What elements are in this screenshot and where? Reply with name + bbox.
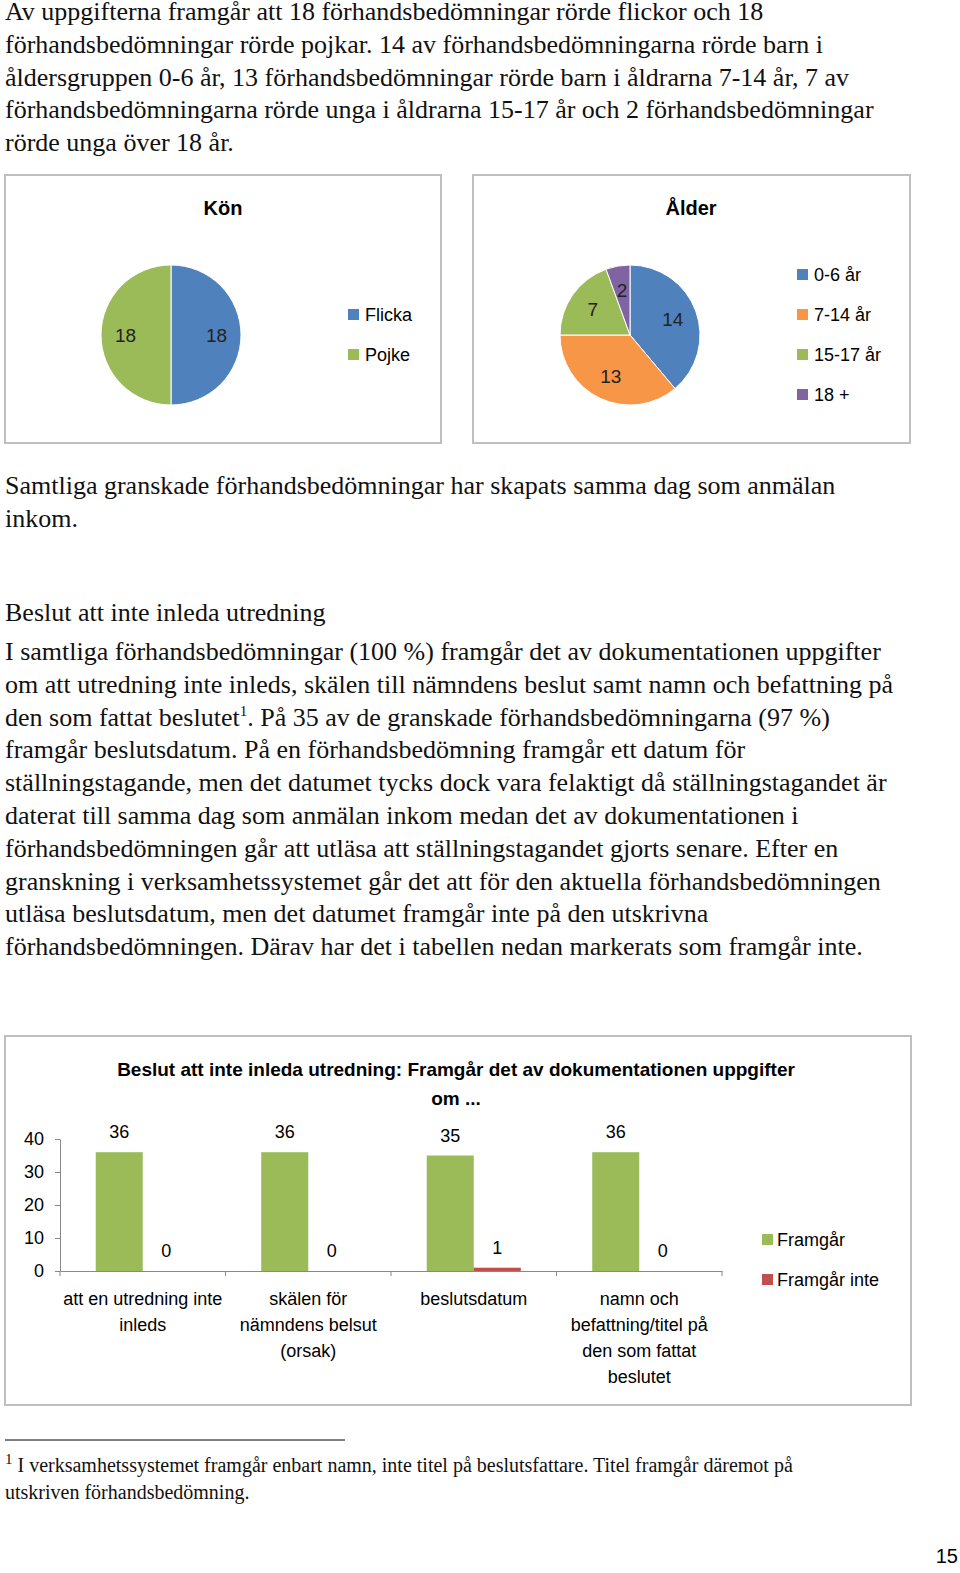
data-label: 18	[206, 325, 227, 346]
y-axis: 0 10 20 30 40	[24, 1129, 61, 1281]
legend-swatch	[797, 309, 808, 320]
legend-label: 7-14 år	[814, 305, 871, 325]
data-label: 18	[115, 325, 136, 346]
chart-frame	[5, 1036, 911, 1405]
pie-chart: Ålder 14 13 72 0-6 år 7-14 år 15-17 år 18 +	[560, 196, 881, 405]
legend-label: 15-17 år	[814, 345, 881, 365]
bar	[592, 1152, 639, 1271]
axis-line	[60, 1140, 61, 1272]
legend-swatch	[797, 269, 808, 280]
tick-label: 30	[24, 1162, 44, 1182]
legend-label: Framgår inte	[777, 1270, 879, 1290]
category-separator	[391, 1271, 392, 1276]
bar	[96, 1152, 143, 1271]
legend-label: Framgår	[777, 1230, 845, 1250]
bar	[639, 1271, 686, 1272]
tick-mark	[55, 1205, 60, 1206]
legend-swatch	[797, 349, 808, 360]
tick-label: 40	[24, 1129, 44, 1149]
tick: beslutsdatum	[420, 1271, 527, 1309]
footnote-mark: 1	[5, 1451, 13, 1467]
legend-swatch	[348, 349, 359, 360]
data-label: 36	[606, 1122, 626, 1142]
data-label: 0	[161, 1241, 171, 1261]
x-axis: att en utredning inteinleds skälen förnäm…	[61, 1271, 723, 1387]
legend-label: 0-6 år	[814, 265, 861, 285]
footnote-rule	[5, 1440, 345, 1441]
tick-label: 20	[24, 1195, 44, 1215]
category-separator	[556, 1271, 557, 1276]
data-label: 0	[327, 1241, 337, 1261]
bars	[96, 1152, 640, 1271]
tick: skälen förnämndens belsut(orsak)	[240, 1271, 377, 1361]
tick: 40	[24, 1129, 60, 1149]
legend-label: 18 +	[814, 385, 850, 405]
legend-swatch	[762, 1274, 773, 1285]
pie-chart: Kön 18 18 Flicka Pojke	[101, 197, 413, 405]
pie-slice	[171, 265, 241, 405]
data-label: 14	[662, 309, 684, 330]
legend-swatch	[348, 309, 359, 320]
tick-label: beslutsdatum	[420, 1289, 527, 1309]
tick-label: att en utredning inteinleds	[63, 1289, 222, 1335]
tick: 20	[24, 1195, 60, 1215]
tick-label: 0	[34, 1261, 44, 1281]
tick: att en utredning inteinleds	[63, 1271, 222, 1335]
data-label: 2	[617, 280, 628, 301]
bar-chart: Beslut att inte inleda utredning: Framgå…	[24, 1059, 879, 1387]
decision-paragraph: I samtliga förhandsbedömningar (100 %) f…	[5, 636, 910, 964]
tick-label: 10	[24, 1228, 44, 1248]
pie-slice	[606, 265, 630, 335]
tick-mark	[55, 1139, 60, 1140]
legend-label: Flicka	[365, 305, 413, 325]
category-separator	[60, 1271, 61, 1276]
chart-title: Kön	[204, 197, 243, 219]
bar	[308, 1271, 355, 1272]
category-separator	[225, 1271, 226, 1276]
data-label: 36	[109, 1122, 129, 1142]
chart-frame	[473, 175, 910, 443]
legend-swatch	[762, 1234, 773, 1245]
category-separator	[722, 1271, 723, 1276]
legend-label: Pojke	[365, 345, 410, 365]
footnote: 1 I verksamhetssystemet framgår enbart n…	[5, 1452, 845, 1506]
tick-label: skälen förnämndens belsut(orsak)	[240, 1289, 377, 1361]
tick: 0	[34, 1261, 60, 1281]
intro-paragraph: Av uppgifterna framgår att 18 förhandsbe…	[5, 0, 910, 160]
data-label: 7	[587, 299, 598, 320]
bar	[143, 1271, 190, 1272]
chart-title: Beslut att inte inleda utredning: Framgå…	[117, 1059, 795, 1109]
tick-label: namn ochbefattning/titel påden som fatta…	[571, 1289, 709, 1387]
section-heading: Beslut att inte inleda utredning	[5, 597, 910, 630]
data-label: 36	[275, 1122, 295, 1142]
data-label: 0	[658, 1241, 668, 1261]
chart-title: Ålder	[665, 196, 716, 219]
bar	[474, 1268, 521, 1271]
paragraph-text: . På 35 av de granskade förhandsbedömnin…	[5, 703, 887, 962]
chart-frame	[5, 175, 441, 443]
data-label: 13	[600, 366, 621, 387]
pie-slice	[101, 265, 171, 405]
page-graphics: Kön 18 18 Flicka Pojke Ålder 14 13 72 0-6 år 7-14 …	[0, 0, 960, 1573]
legend-swatch	[797, 389, 808, 400]
tick: namn ochbefattning/titel påden som fatta…	[571, 1271, 709, 1387]
bar	[261, 1152, 308, 1271]
bar	[427, 1156, 474, 1272]
footnote-text: I verksamhetssystemet framgår enbart nam…	[5, 1454, 793, 1503]
note-paragraph: Samtliga granskade förhandsbedömningar h…	[5, 470, 910, 536]
data-label: 35	[440, 1126, 460, 1146]
tick-mark	[55, 1172, 60, 1173]
tick-mark	[55, 1238, 60, 1239]
pie-slice	[560, 335, 675, 405]
data-label: 1	[492, 1238, 502, 1258]
footnote-mark: 1	[240, 703, 248, 719]
tick-mark	[55, 1271, 60, 1272]
page-number: 15	[936, 1545, 958, 1568]
tick: 10	[24, 1228, 60, 1248]
tick: 30	[24, 1162, 60, 1182]
